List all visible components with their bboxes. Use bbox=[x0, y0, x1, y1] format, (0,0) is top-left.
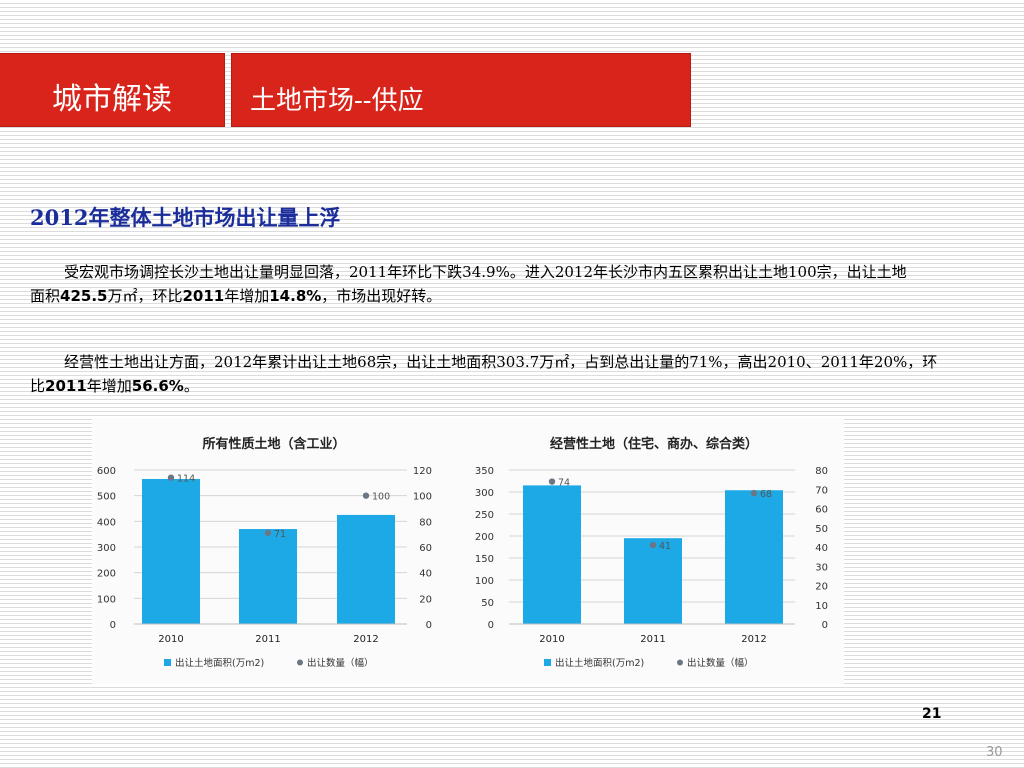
chart1-right-tick: 0 bbox=[426, 620, 432, 631]
chart2-left-tick: 150 bbox=[475, 554, 494, 565]
chart1-right-tick: 40 bbox=[419, 569, 432, 580]
chart2-left-tick: 200 bbox=[475, 532, 494, 543]
chart2-left-tick: 50 bbox=[481, 598, 494, 609]
chart2-point-label-2012: 68 bbox=[760, 489, 772, 500]
chart2-title: 经营性土地（住宅、商办、综合类） bbox=[550, 436, 758, 452]
paragraph-2-text-2: 年增加 bbox=[86, 377, 132, 395]
chart2-right-tick: 40 bbox=[815, 543, 828, 554]
paragraph-1-bold-1: 425.5 bbox=[60, 287, 108, 305]
chart2-category-label: 2010 bbox=[539, 634, 564, 645]
chart1-bar-2010 bbox=[142, 478, 200, 624]
chart2-left-tick: 0 bbox=[488, 620, 494, 631]
section-label: 城市解读 bbox=[52, 82, 172, 117]
chart1-bar-2012 bbox=[337, 514, 395, 624]
paragraph-2: 经营性土地出让方面，2012年累计出让土地68宗，出让土地面积303.7万㎡，占… bbox=[30, 350, 950, 398]
chart2-right-tick: 30 bbox=[815, 562, 828, 573]
chart2-left-tick: 100 bbox=[475, 576, 494, 587]
paragraph-2-bold-2: 56.6% bbox=[131, 377, 184, 395]
paragraph-2-text-1: 经营性土地出让方面，2012年累计出让土地68宗，出让土地面积303.7万㎡，占… bbox=[30, 353, 938, 395]
chart-panel: 所有性质土地（含工业） 0 100 200 300 400 500 600 0 20 40 60 80 1… bbox=[92, 418, 844, 684]
chart2-legend-label-area: 出让土地面积(万m2) bbox=[555, 657, 644, 669]
chart2-bar-2012 bbox=[725, 490, 783, 624]
chart1-left-tick: 200 bbox=[97, 569, 116, 580]
chart1-point-label-2010: 114 bbox=[177, 474, 195, 485]
paragraph-2-bold-1: 2011 bbox=[45, 377, 87, 395]
chart1-legend-label-count: 出让数量（幅） bbox=[307, 657, 374, 669]
title-header-block bbox=[232, 54, 690, 126]
chart2-bar-2011 bbox=[624, 538, 682, 624]
paragraph-1-text-2: 万㎡，环比 bbox=[107, 287, 183, 305]
chart2-right-tick: 0 bbox=[822, 620, 828, 631]
chart1-category-label: 2011 bbox=[255, 634, 280, 645]
paragraph-1-text-3: 年增加 bbox=[224, 287, 270, 305]
chart2-point-2010 bbox=[548, 478, 556, 485]
chart1-legend-label-area: 出让土地面积(万m2) bbox=[175, 657, 264, 669]
chart1-category-label: 2012 bbox=[353, 634, 378, 645]
chart2-right-tick: 20 bbox=[815, 582, 828, 593]
chart1-left-tick: 0 bbox=[110, 620, 116, 631]
chart2-right-tick: 60 bbox=[815, 505, 828, 516]
chart2-point-label-2010: 74 bbox=[558, 478, 570, 489]
chart2-right-tick: 50 bbox=[815, 524, 828, 535]
chart1-right-tick: 100 bbox=[413, 492, 432, 503]
paragraph-1-text-4: ，市场出现好转。 bbox=[321, 287, 442, 305]
chart1-left-tick: 300 bbox=[97, 543, 116, 554]
chart1-legend-swatch-area bbox=[164, 659, 171, 666]
chart2-left-tick: 350 bbox=[475, 466, 494, 477]
chart1-point-2010 bbox=[167, 474, 175, 481]
chart2-left-tick: 250 bbox=[475, 510, 494, 521]
chart2-legend-swatch-area bbox=[544, 659, 551, 666]
chart2-point-label-2011: 41 bbox=[659, 541, 671, 552]
paragraph-1: 受宏观市场调控长沙土地出让量明显回落，2011年环比下跌34.9%。进入2012… bbox=[30, 260, 910, 308]
chart2-legend-label-count: 出让数量（幅） bbox=[687, 657, 754, 669]
paragraph-2-text-3: 。 bbox=[183, 377, 199, 395]
chart1-category-label: 2010 bbox=[158, 634, 183, 645]
chart1-left-tick: 600 bbox=[97, 466, 116, 477]
chart1-point-2012 bbox=[362, 492, 370, 499]
chart1-right-tick: 60 bbox=[419, 543, 432, 554]
chart2-category-label: 2012 bbox=[741, 634, 766, 645]
slide-number: 21 bbox=[922, 706, 942, 722]
chart1-left-tick: 100 bbox=[97, 594, 116, 605]
paragraph-1-text-1: 受宏观市场调控长沙土地出让量明显回落，2011年环比下跌34.9%。进入2012… bbox=[30, 263, 907, 305]
chart1-point-label-2011: 71 bbox=[274, 529, 286, 540]
chart1-title: 所有性质土地（含工业） bbox=[202, 436, 345, 452]
page-number: 30 bbox=[986, 745, 1003, 760]
charts-svg: 所有性质土地（含工业）01002003004005006000204060801… bbox=[97, 436, 828, 669]
chart1-right-tick: 20 bbox=[419, 594, 432, 605]
headline: 2012年整体土地市场出让量上浮 bbox=[30, 205, 341, 230]
section-header-block bbox=[0, 54, 224, 126]
chart2-point-2011 bbox=[649, 541, 657, 549]
chart1-bar-2011 bbox=[239, 529, 297, 624]
chart2-legend-swatch-count bbox=[677, 659, 683, 666]
chart1-left-tick: 500 bbox=[97, 492, 116, 503]
paragraph-1-bold-3: 14.8% bbox=[269, 287, 322, 305]
chart2-right-tick: 70 bbox=[815, 485, 828, 496]
chart1-right-tick: 120 bbox=[413, 466, 432, 477]
slide-title: 土地市场--供应 bbox=[250, 86, 424, 116]
chart1-point-label-2012: 100 bbox=[372, 492, 390, 503]
chart2-right-tick: 80 bbox=[815, 466, 828, 477]
paragraph-1-bold-2: 2011 bbox=[182, 287, 225, 305]
chart2-bar-2010 bbox=[523, 485, 581, 624]
chart1-left-tick: 400 bbox=[97, 517, 116, 528]
chart2-left-tick: 300 bbox=[475, 488, 494, 499]
chart2-right-tick: 10 bbox=[815, 601, 828, 612]
chart1-right-tick: 80 bbox=[419, 517, 432, 528]
chart2-point-2012 bbox=[750, 489, 758, 497]
chart2-category-label: 2011 bbox=[640, 634, 665, 645]
chart1-point-2011 bbox=[264, 529, 272, 537]
chart1-legend-swatch-count bbox=[297, 659, 303, 666]
